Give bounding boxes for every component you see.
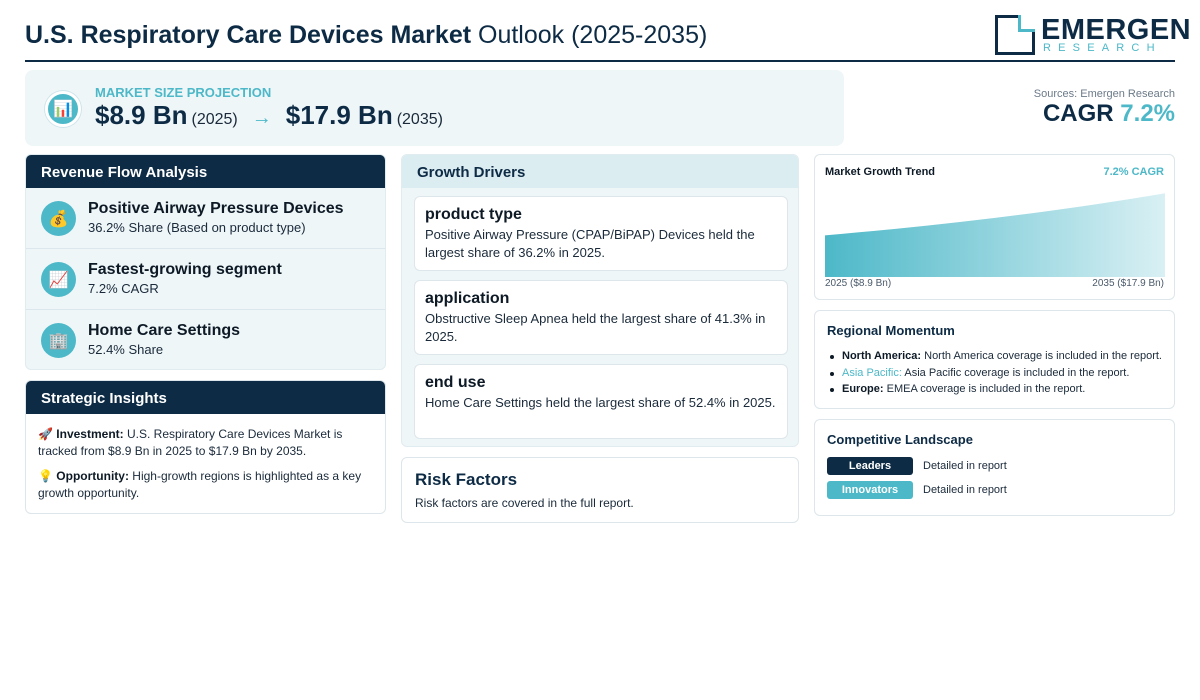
trend-area	[825, 193, 1165, 277]
region-item: Europe: EMEA coverage is included in the…	[827, 381, 1162, 398]
revenue-item-title: Positive Airway Pressure Devices	[88, 200, 344, 217]
region-text: EMEA coverage is included in the report.	[886, 383, 1086, 395]
driver-title: product type	[425, 206, 522, 223]
money-bag-icon: 💰	[41, 201, 76, 236]
emergen-logo: EMERGEN RESEARCH	[995, 14, 1191, 56]
projection-end-value: $17.9 Bn	[285, 100, 393, 130]
risk-factors-text: Risk factors are covered in the full rep…	[415, 496, 634, 510]
projection-start-year: (2025)	[191, 111, 238, 128]
insight-label: Opportunity:	[56, 469, 129, 483]
region-item: Asia Pacific: Asia Pacific coverage is i…	[827, 365, 1162, 382]
revenue-item-sub: 36.2% Share (Based on product type)	[88, 220, 306, 235]
revenue-flow-title: Revenue Flow Analysis	[26, 155, 385, 188]
trend-title: Market Growth Trend	[825, 166, 936, 178]
page-title-rest: Outlook (2025-2035)	[478, 21, 708, 49]
arrow-right-icon: →	[251, 107, 272, 129]
trend-end-label: 2035 ($17.9 Bn)	[1092, 278, 1164, 289]
projection-values: $8.9 Bn (2025) → $17.9 Bn (2035)	[95, 100, 443, 131]
growth-drivers-card: Growth Drivers product type Positive Air…	[401, 154, 799, 447]
lightbulb-icon: 💡	[38, 469, 53, 483]
revenue-item-title: Home Care Settings	[88, 322, 241, 339]
insight-label: Investment:	[56, 427, 124, 441]
revenue-item-title: Fastest-growing segment	[88, 261, 282, 278]
competitive-landscape-card: Competitive Landscape Leaders Detailed i…	[814, 419, 1175, 516]
page-header: U.S. Respiratory Care Devices Market Out…	[25, 12, 1191, 62]
risk-factors-card: Risk Factors Risk factors are covered in…	[401, 457, 799, 523]
growth-trend-chart	[825, 193, 1165, 277]
insight-text: High-growth regions is highlighted as a …	[38, 469, 362, 500]
projection-label: MARKET SIZE PROJECTION	[95, 85, 272, 100]
driver-item: product type Positive Airway Pressure (C…	[414, 196, 788, 271]
cagr-label: CAGR	[1042, 100, 1114, 127]
region-text: North America coverage is included in th…	[924, 350, 1162, 362]
competitor-row: Innovators Detailed in report	[827, 481, 1162, 505]
competitor-text: Detailed in report	[923, 484, 1007, 496]
driver-title: application	[425, 290, 510, 307]
strategic-insights-card: Strategic Insights 🚀 Investment: U.S. Re…	[25, 380, 386, 514]
building-icon: 🏢	[41, 323, 76, 358]
insight-item: 💡 Opportunity: High-growth regions is hi…	[38, 468, 373, 502]
page-title: U.S. Respiratory Care Devices Market Out…	[25, 21, 707, 50]
region-name: Asia Pacific:	[842, 366, 902, 379]
page-title-bold: U.S. Respiratory Care Devices Market	[25, 21, 472, 49]
regional-momentum-card: Regional Momentum North America: North A…	[814, 310, 1175, 409]
driver-item: application Obstructive Sleep Apnea held…	[414, 280, 788, 355]
logo-subtitle: RESEARCH	[1043, 42, 1162, 54]
insight-item: 🚀 Investment: U.S. Respiratory Care Devi…	[38, 426, 373, 460]
revenue-flow-card: Revenue Flow Analysis 💰 Positive Airway …	[25, 154, 386, 370]
bar-chart-icon: 📊	[45, 91, 81, 127]
innovators-badge: Innovators	[827, 481, 913, 499]
revenue-item: 📈 Fastest-growing segment 7.2% CAGR	[26, 249, 385, 310]
strategic-insights-body: 🚀 Investment: U.S. Respiratory Care Devi…	[26, 414, 385, 502]
strategic-insights-title: Strategic Insights	[26, 381, 385, 414]
projection-end-year: (2035)	[396, 111, 443, 128]
cagr-summary: CAGR 7.2%	[1043, 100, 1175, 128]
regional-momentum-title: Regional Momentum	[827, 323, 955, 338]
cagr-value: 7.2%	[1120, 100, 1175, 127]
logo-mark-icon	[995, 15, 1035, 55]
driver-text: Home Care Settings held the largest shar…	[425, 395, 776, 410]
projection-start-value: $8.9 Bn	[95, 100, 188, 130]
driver-text: Obstructive Sleep Apnea held the largest…	[425, 311, 766, 344]
region-item: North America: North America coverage is…	[827, 348, 1162, 365]
market-size-projection: 📊 MARKET SIZE PROJECTION $8.9 Bn (2025) → $…	[25, 70, 844, 146]
driver-text: Positive Airway Pressure (CPAP/BiPAP) De…	[425, 227, 755, 260]
insight-text: U.S. Respiratory Care Devices Market is …	[38, 427, 343, 458]
leaders-badge: Leaders	[827, 457, 913, 475]
logo-wordmark: EMERGEN	[1041, 14, 1192, 46]
sources-note: Sources: Emergen Research	[1033, 88, 1175, 100]
competitive-landscape-title: Competitive Landscape	[827, 432, 973, 447]
region-name: North America:	[842, 350, 922, 362]
competitor-row: Leaders Detailed in report	[827, 457, 1162, 481]
competitor-text: Detailed in report	[923, 460, 1007, 472]
market-growth-trend-card: Market Growth Trend 7.2% CAGR 2025 ($8.9…	[814, 154, 1175, 300]
region-name: Europe:	[842, 383, 884, 395]
revenue-item: 💰 Positive Airway Pressure Devices 36.2%…	[26, 188, 385, 249]
trend-cagr: 7.2% CAGR	[1103, 166, 1164, 178]
trend-up-icon: 📈	[41, 262, 76, 297]
revenue-item-sub: 7.2% CAGR	[88, 281, 159, 296]
regional-list: North America: North America coverage is…	[827, 348, 1162, 398]
trend-start-label: 2025 ($8.9 Bn)	[825, 278, 892, 289]
rocket-icon: 🚀	[38, 427, 53, 441]
risk-factors-title: Risk Factors	[415, 470, 518, 489]
region-text: Asia Pacific coverage is included in the…	[904, 366, 1130, 379]
driver-item: end use Home Care Settings held the larg…	[414, 364, 788, 439]
growth-drivers-title: Growth Drivers	[402, 155, 798, 188]
revenue-item-sub: 52.4% Share	[88, 342, 164, 357]
revenue-item: 🏢 Home Care Settings 52.4% Share	[26, 310, 385, 369]
driver-title: end use	[425, 374, 486, 391]
